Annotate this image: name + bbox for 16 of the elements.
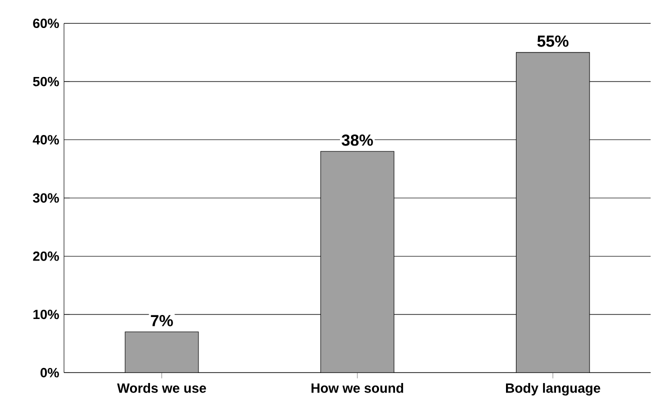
y-tick-label: 10% — [33, 310, 59, 320]
x-tick-label: How we sound — [312, 383, 404, 393]
y-tick-label: 60% — [33, 18, 59, 28]
bar — [124, 332, 199, 373]
x-tick-label: Body language — [506, 383, 600, 396]
y-tick-label: 20% — [33, 251, 59, 261]
data-label: 55% — [537, 36, 568, 47]
y-tick-label: 40% — [32, 135, 59, 144]
x-tick-label: Words we use — [117, 383, 206, 393]
y-tick-label: 50% — [33, 76, 59, 86]
y-tick-label: 30% — [32, 193, 59, 203]
y-tick-label: 0% — [40, 368, 59, 378]
data-label: 7% — [150, 315, 173, 326]
bar — [516, 52, 590, 373]
data-label: 38% — [342, 134, 373, 146]
bar — [320, 151, 394, 373]
